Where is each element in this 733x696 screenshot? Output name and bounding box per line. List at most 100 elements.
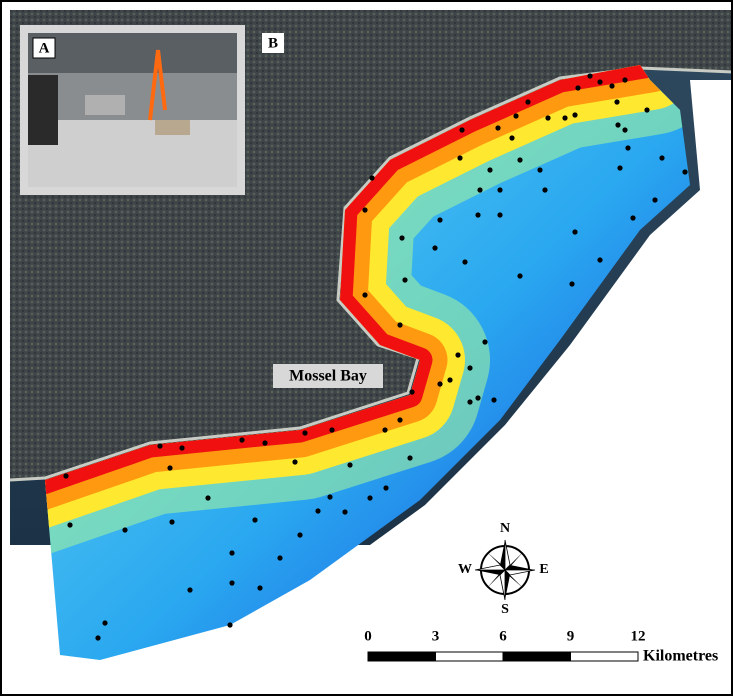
sample-site (362, 207, 367, 212)
scale-segment (436, 652, 504, 661)
sample-site (447, 377, 452, 382)
sample-site (227, 622, 232, 627)
sample-site (614, 99, 619, 104)
sample-site (315, 508, 320, 513)
sample-site (682, 169, 687, 174)
scale-tick-label: 0 (364, 628, 372, 644)
sample-site (382, 427, 387, 432)
sample-site (437, 217, 442, 222)
sample-site (572, 112, 577, 117)
sample-site (347, 462, 352, 467)
sample-site (495, 125, 500, 130)
sample-site (562, 115, 567, 120)
photo-object (85, 95, 125, 115)
sample-site (482, 339, 487, 344)
sample-site (432, 245, 437, 250)
sample-site (644, 107, 649, 112)
sample-site (63, 473, 68, 478)
place-label: Mossel Bay (289, 368, 367, 385)
sample-site (572, 229, 577, 234)
sample-site (327, 494, 332, 499)
scale-tick-label: 6 (499, 628, 507, 644)
sample-site (102, 620, 107, 625)
scale-unit: Kilometres (643, 648, 718, 665)
sample-site (67, 522, 72, 527)
sample-site (569, 281, 574, 286)
sample-site (205, 495, 210, 500)
sample-site (467, 399, 472, 404)
sample-site (575, 85, 580, 90)
inset-label: A (39, 40, 50, 56)
sample-site (187, 587, 192, 592)
sample-site (362, 292, 367, 297)
compass-n: N (500, 521, 510, 536)
sample-site (513, 113, 518, 118)
compass-w: W (458, 562, 472, 577)
sample-site (459, 127, 464, 132)
sample-site (491, 397, 496, 402)
sample-site (462, 259, 467, 264)
sample-site (122, 527, 127, 532)
sample-site (630, 215, 635, 220)
sample-site (545, 115, 550, 120)
photo-deck (28, 120, 237, 187)
sample-site (169, 519, 174, 524)
sample-site (252, 517, 257, 522)
sample-site (399, 235, 404, 240)
sample-site (622, 77, 627, 82)
sample-site (615, 122, 620, 127)
sample-site (457, 155, 462, 160)
sample-site (95, 635, 100, 640)
sample-site (229, 550, 234, 555)
sample-site (397, 417, 402, 422)
sample-site (369, 175, 374, 180)
sample-site (525, 99, 530, 104)
sample-site (402, 277, 407, 282)
sample-site (537, 167, 542, 172)
sample-site (179, 445, 184, 450)
map-label: B (268, 35, 278, 51)
sample-site (497, 212, 502, 217)
sample-site (292, 459, 297, 464)
sample-site (477, 187, 482, 192)
sample-site (487, 167, 492, 172)
sample-site (409, 389, 414, 394)
sample-site (659, 155, 664, 160)
map: A B Mossel Bay N E S W 036912Kilometres (0, 0, 733, 696)
sample-site (622, 127, 627, 132)
sample-site (262, 440, 267, 445)
sample-site (455, 352, 460, 357)
sample-site (509, 135, 514, 140)
sample-site (367, 495, 372, 500)
page: A B Mossel Bay N E S W 036912Kilometres … (0, 0, 733, 696)
compass-e: E (539, 562, 548, 577)
sample-site (239, 437, 244, 442)
photo-rail (28, 33, 237, 73)
sample-site (437, 381, 442, 386)
sample-site (407, 455, 412, 460)
scale-tick-label: 9 (567, 628, 575, 644)
sample-site (397, 322, 402, 327)
scale-segment (571, 652, 639, 661)
sample-site (597, 79, 602, 84)
sample-site (229, 580, 234, 585)
sample-site (302, 430, 307, 435)
sample-site (297, 532, 302, 537)
sample-site (652, 197, 657, 202)
scale-tick-label: 12 (631, 628, 646, 644)
sample-site (597, 257, 602, 262)
sample-site (157, 443, 162, 448)
sample-site (609, 83, 614, 88)
sample-site (625, 145, 630, 150)
sample-site (617, 165, 622, 170)
sample-site (542, 187, 547, 192)
sample-site (475, 395, 480, 400)
photo-object (28, 75, 58, 145)
sample-site (467, 365, 472, 370)
sample-site (497, 187, 502, 192)
scale-segment (368, 652, 436, 661)
sample-site (329, 427, 334, 432)
sample-site (277, 555, 282, 560)
sample-site (342, 509, 347, 514)
scale-segment (503, 652, 571, 661)
